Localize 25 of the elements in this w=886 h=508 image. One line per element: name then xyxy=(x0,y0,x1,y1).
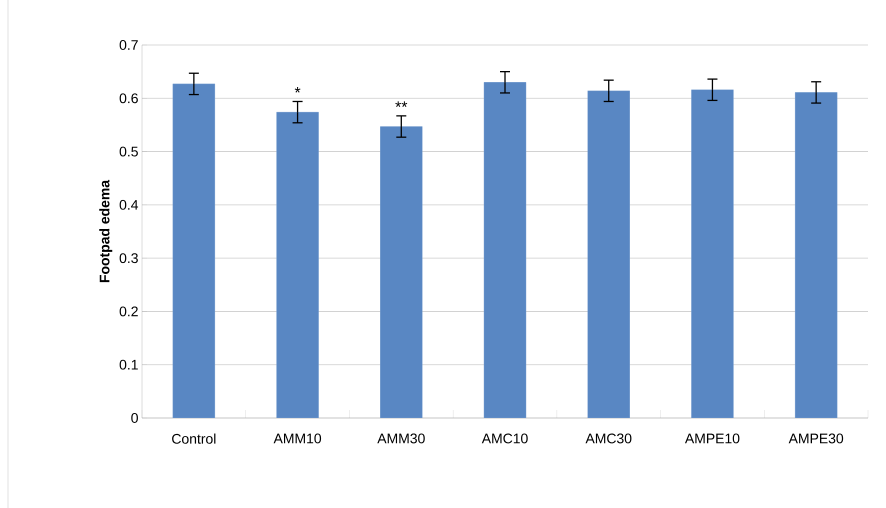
y-tick-label: 0.4 xyxy=(120,200,138,210)
annotation: ** xyxy=(395,101,408,107)
y-tick-label: 0.1 xyxy=(120,360,138,370)
y-tick-label: 0.5 xyxy=(120,146,138,157)
y-tick-label: 0.3 xyxy=(120,253,138,264)
y-tick-label: 0.7 xyxy=(120,40,138,50)
bar xyxy=(484,82,526,418)
bar xyxy=(588,90,630,418)
x-tick-label: AMC10 xyxy=(482,434,528,444)
x-tick-label: AMM10 xyxy=(274,434,322,444)
x-tick-label: AMPE30 xyxy=(788,434,844,444)
bar xyxy=(691,90,734,418)
bar xyxy=(380,126,422,418)
x-tick-label: AMC30 xyxy=(585,434,632,444)
x-tick-label: AMPE10 xyxy=(684,434,740,444)
y-tick-label: 0.6 xyxy=(120,93,138,104)
bar xyxy=(276,112,319,418)
bar xyxy=(172,84,216,418)
bar xyxy=(794,92,838,418)
annotation: * xyxy=(294,86,300,93)
y-tick-label: 0.2 xyxy=(120,306,138,316)
y-tick-label: 0 xyxy=(131,413,138,423)
x-tick-label: Control xyxy=(172,434,216,444)
x-tick-label: AMM30 xyxy=(377,434,425,444)
y-axis-title: Footpad edema xyxy=(99,180,112,282)
